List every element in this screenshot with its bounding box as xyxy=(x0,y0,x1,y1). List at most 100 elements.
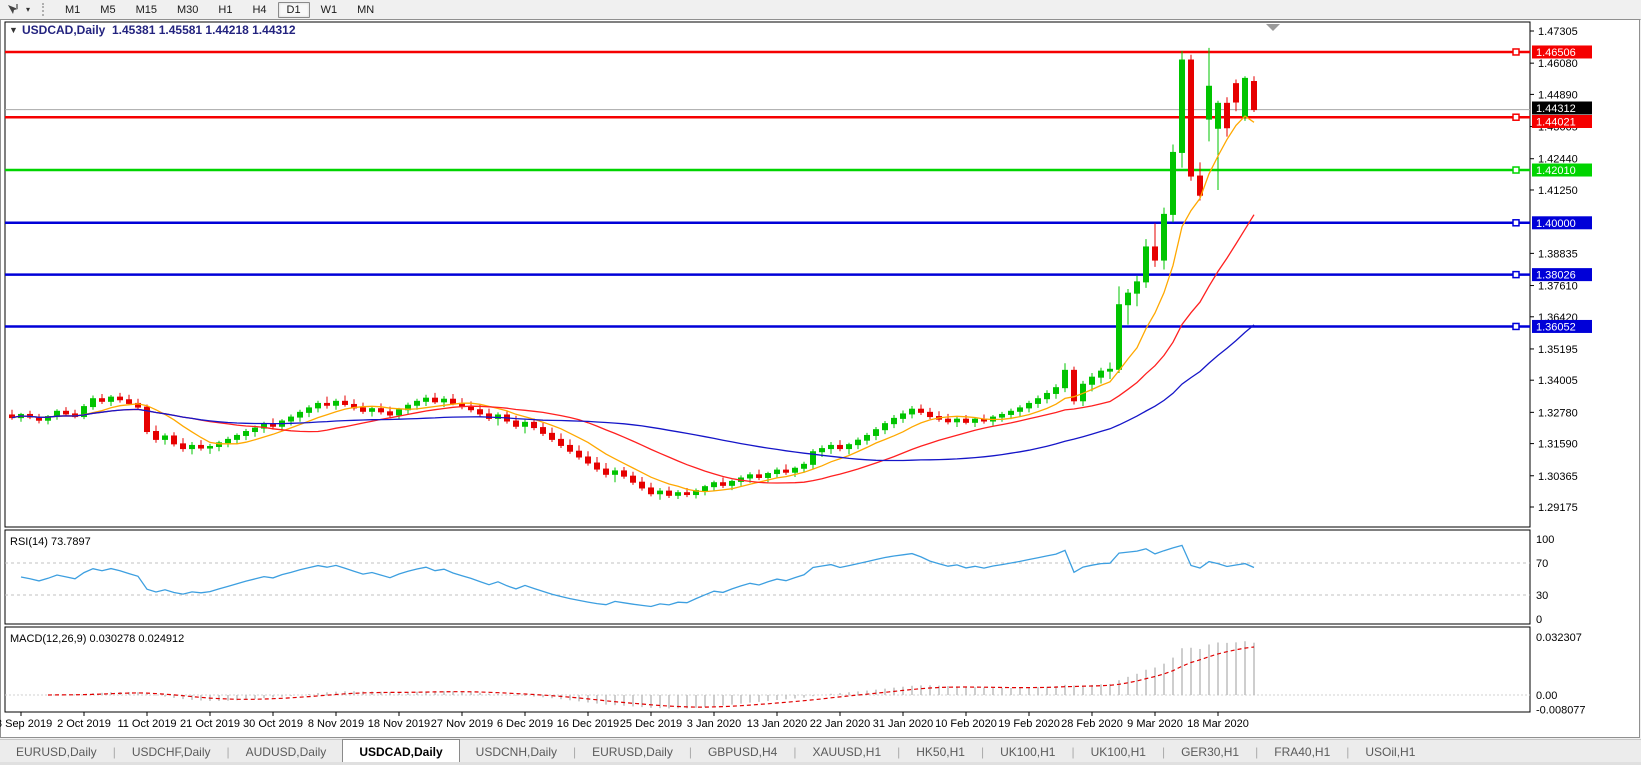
tab-separator: | xyxy=(112,744,116,759)
hline-handle-icon[interactable] xyxy=(1512,322,1520,331)
tab-separator: | xyxy=(573,744,577,759)
timeframe-button-group: M1 M5 M15 M30 H1 H4 D1 W1 MN xyxy=(55,1,384,18)
date-label: 13 Jan 2020 xyxy=(747,718,808,730)
timeframe-button-W1[interactable]: W1 xyxy=(320,3,338,16)
rsi-label: RSI(14) 73.7897 xyxy=(10,536,91,548)
chart-tab-GBPUSD-H4[interactable]: GBPUSD,H4 xyxy=(707,744,778,759)
price-tick-label: 1.41250 xyxy=(1538,185,1578,197)
timeframe-button-M1[interactable]: M1 xyxy=(65,3,81,16)
chart-title-symbol: USDCAD,Daily xyxy=(22,23,106,37)
rsi-line xyxy=(20,544,1255,608)
chart-tab-EURUSD-Daily[interactable]: EURUSD,Daily xyxy=(592,744,673,759)
chart-tab-HK50-H1[interactable]: HK50,H1 xyxy=(916,744,965,759)
chart-tab-USDCNH-Daily[interactable]: USDCNH,Daily xyxy=(475,744,558,759)
hline-handle-icon[interactable] xyxy=(1512,270,1520,279)
rsi-panel[interactable] xyxy=(4,529,1531,625)
date-label: 19 Feb 2020 xyxy=(998,718,1060,730)
price-badge-1.44312: 1.44312 xyxy=(1536,103,1576,115)
tab-separator: | xyxy=(1255,744,1259,759)
price-tick-label: 1.38835 xyxy=(1538,248,1578,260)
macd-axis-label: 0.00 xyxy=(1536,690,1557,702)
date-label: 11 Oct 2019 xyxy=(117,718,176,730)
price-badge-1.44021: 1.44021 xyxy=(1536,117,1576,129)
timeframe-button-M30[interactable]: M30 xyxy=(176,3,199,16)
price-badge-1.40000: 1.40000 xyxy=(1536,218,1576,230)
rsi-axis-label: 70 xyxy=(1536,558,1548,570)
macd-signal-line xyxy=(47,646,1255,708)
tab-separator: | xyxy=(1071,744,1075,759)
date-label: 18 Nov 2019 xyxy=(368,718,430,730)
chart-title-ohlc: 1.45381 1.45581 1.44218 1.44312 xyxy=(112,23,296,37)
macd-panel[interactable] xyxy=(4,626,1531,713)
crosshair-cursor-icon[interactable] xyxy=(4,2,22,17)
hline-handle-icon[interactable] xyxy=(1512,166,1520,174)
tab-separator: | xyxy=(980,744,985,759)
price-tick-label: 1.31590 xyxy=(1538,439,1578,451)
date-label: 6 Dec 2019 xyxy=(497,718,553,730)
timeframe-button-H1[interactable]: H1 xyxy=(218,3,233,16)
ma-mid-line xyxy=(11,214,1255,484)
date-label: 9 Mar 2020 xyxy=(1127,718,1183,730)
chart-tab-UK100-H1[interactable]: UK100,H1 xyxy=(1090,744,1146,759)
hline-handle-icon[interactable] xyxy=(1512,219,1520,227)
tab-separator: | xyxy=(688,744,692,759)
price-tick-label: 1.30365 xyxy=(1538,471,1578,483)
chart-tab-USDCAD-Daily[interactable]: USDCAD,Daily xyxy=(342,739,460,763)
rsi-axis-label: 30 xyxy=(1536,590,1548,602)
tab-separator: | xyxy=(1161,744,1166,759)
timeframe-button-M15[interactable]: M15 xyxy=(135,3,157,16)
date-label: 2 Oct 2019 xyxy=(57,718,111,730)
price-tick-label: 1.35195 xyxy=(1538,344,1578,356)
date-label: 18 Mar 2020 xyxy=(1187,718,1249,730)
chart-shift-marker-icon[interactable] xyxy=(1266,24,1280,31)
macd-plot xyxy=(5,641,1530,709)
date-label: 25 Dec 2019 xyxy=(620,718,682,730)
macd-label: MACD(12,26,9) 0.030278 0.024912 xyxy=(10,633,184,645)
chart-tab-USOil-H1[interactable]: USOil,H1 xyxy=(1365,744,1416,759)
chart-tab-EURUSD-Daily[interactable]: EURUSD,Daily xyxy=(16,744,97,759)
date-label: 22 Jan 2020 xyxy=(810,718,871,730)
price-tick-label: 1.29175 xyxy=(1538,502,1578,514)
rsi-axis-label: 100 xyxy=(1536,534,1554,546)
timeframe-button-H4[interactable]: H4 xyxy=(252,3,267,16)
macd-axis-label: -0.008077 xyxy=(1536,705,1586,717)
bottom-strip xyxy=(0,762,1641,765)
rsi-plot xyxy=(5,544,1530,608)
timeframe-button-D1[interactable]: D1 xyxy=(277,1,310,18)
chart-tab-UK100-H1[interactable]: UK100,H1 xyxy=(1000,744,1056,759)
chevron-down-icon[interactable]: ▾ xyxy=(25,5,30,14)
date-label: 27 Nov 2019 xyxy=(431,718,493,730)
ma-fast-line xyxy=(11,115,1255,493)
title-collapse-arrow-icon[interactable]: ▼ xyxy=(9,25,18,35)
price-badge-1.42010: 1.42010 xyxy=(1536,165,1576,177)
hline-handle-icon[interactable] xyxy=(1512,113,1520,121)
price-tick-label: 1.46080 xyxy=(1538,58,1578,70)
chart-tab-USDCHF-Daily[interactable]: USDCHF,Daily xyxy=(131,744,211,759)
price-axis: 1.473051.460801.448901.436651.424401.412… xyxy=(1530,26,1592,717)
top-toolbar: ▾ M1 M5 M15 M30 H1 H4 D1 W1 MN xyxy=(0,0,1641,20)
price-tick-label: 1.42440 xyxy=(1538,154,1578,166)
date-label: 3 Jan 2020 xyxy=(687,718,741,730)
price-badge-1.36052: 1.36052 xyxy=(1536,321,1576,333)
timeframe-button-MN[interactable]: MN xyxy=(357,3,375,16)
date-axis: 23 Sep 2019 2 Oct 2019 11 Oct 2019 21 Oct 2… xyxy=(0,712,1249,730)
horizontal-lines[interactable] xyxy=(5,48,1530,331)
chart-tab-XAUUSD-H1[interactable]: XAUUSD,H1 xyxy=(812,744,882,759)
tab-separator: | xyxy=(226,744,230,759)
date-label: 16 Dec 2019 xyxy=(557,718,619,730)
timeframe-button-M5[interactable]: M5 xyxy=(100,3,116,16)
price-tick-label: 1.34005 xyxy=(1538,375,1578,387)
date-label: 28 Feb 2020 xyxy=(1061,718,1123,730)
tab-separator: | xyxy=(793,744,797,759)
date-label: 30 Oct 2019 xyxy=(243,718,303,730)
chart-tab-FRA40-H1[interactable]: FRA40,H1 xyxy=(1274,744,1331,759)
date-label: 8 Nov 2019 xyxy=(308,718,364,730)
hline-handle-icon[interactable] xyxy=(1512,48,1520,56)
chart-window[interactable]: 1.473051.460801.448901.436651.424401.412… xyxy=(0,19,1641,739)
price-tick-label: 1.37610 xyxy=(1538,281,1578,293)
rsi-axis-label: 0 xyxy=(1536,614,1542,626)
chart-tab-AUDUSD-Daily[interactable]: AUDUSD,Daily xyxy=(245,744,327,759)
date-label: 10 Feb 2020 xyxy=(935,718,997,730)
chart-tab-GER30-H1[interactable]: GER30,H1 xyxy=(1181,744,1240,759)
price-tick-label: 1.44890 xyxy=(1538,89,1578,101)
